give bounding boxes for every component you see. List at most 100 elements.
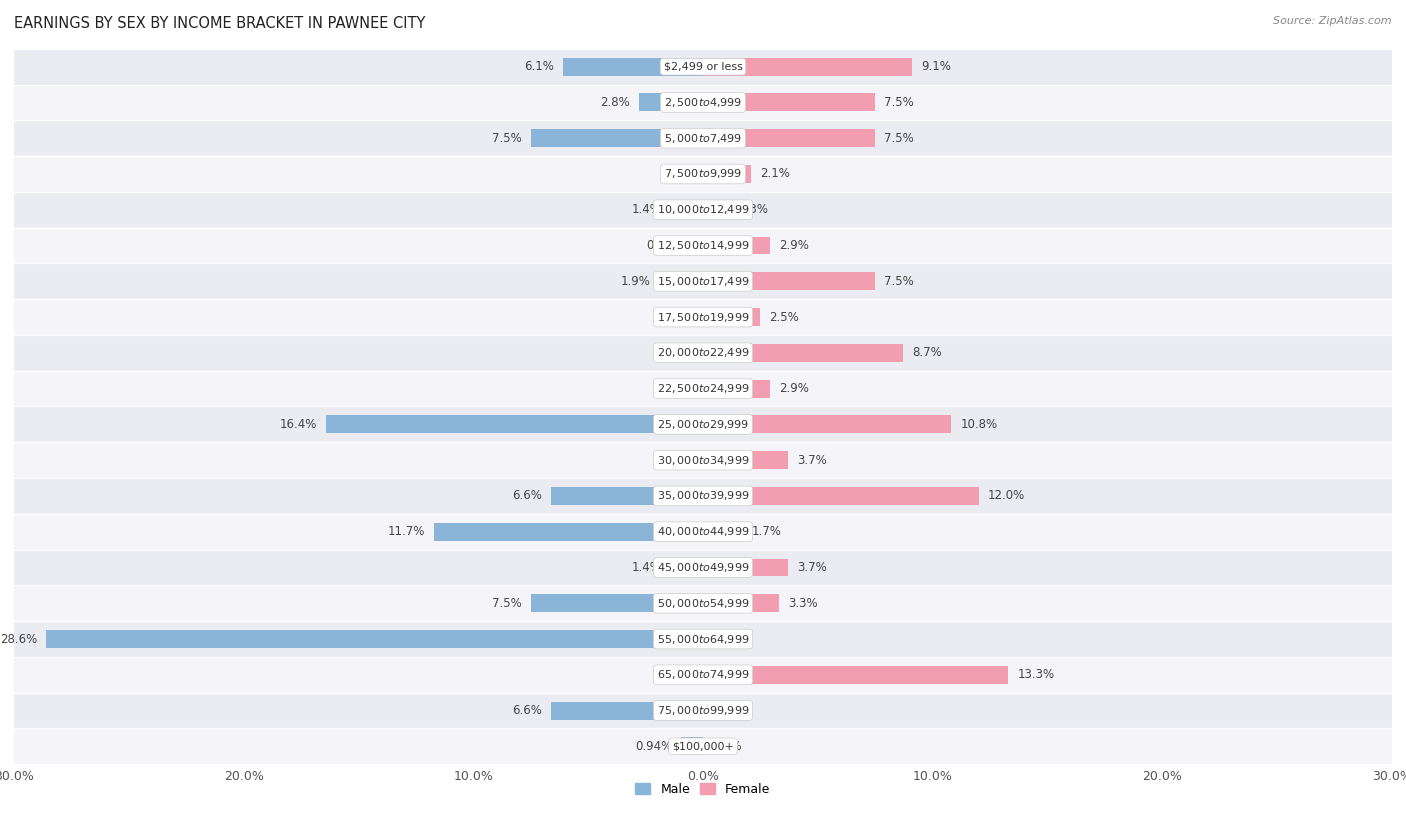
Bar [703, 487, 979, 505]
Text: 1.4%: 1.4% [631, 561, 662, 574]
Bar [14, 85, 1392, 120]
Text: 1.7%: 1.7% [751, 525, 782, 538]
Bar [703, 344, 903, 362]
Text: 13.3%: 13.3% [1018, 668, 1054, 681]
Bar [14, 156, 1392, 192]
Text: 7.5%: 7.5% [492, 597, 522, 610]
Bar [703, 666, 1008, 684]
Text: 3.7%: 3.7% [797, 454, 827, 467]
Bar [692, 237, 703, 254]
Text: 28.6%: 28.6% [0, 633, 37, 646]
Bar [638, 93, 703, 111]
Bar [703, 559, 787, 576]
Text: $25,000 to $29,999: $25,000 to $29,999 [657, 418, 749, 431]
Text: 16.4%: 16.4% [280, 418, 318, 431]
Text: $65,000 to $74,999: $65,000 to $74,999 [657, 668, 749, 681]
Text: 0.0%: 0.0% [664, 454, 693, 467]
Text: 7.5%: 7.5% [884, 275, 914, 288]
Bar [14, 514, 1392, 550]
Text: 6.1%: 6.1% [524, 60, 554, 73]
Bar [434, 523, 703, 541]
Text: 0.47%: 0.47% [645, 239, 683, 252]
Text: $22,500 to $24,999: $22,500 to $24,999 [657, 382, 749, 395]
Bar [14, 728, 1392, 764]
Bar [14, 49, 1392, 85]
Bar [703, 272, 875, 290]
Text: 12.0%: 12.0% [988, 489, 1025, 502]
Bar [14, 693, 1392, 728]
Bar [659, 272, 703, 290]
Bar [703, 165, 751, 183]
Bar [703, 594, 779, 612]
Text: 0.0%: 0.0% [664, 167, 693, 180]
Bar [703, 308, 761, 326]
Text: 3.7%: 3.7% [797, 561, 827, 574]
Text: $10,000 to $12,499: $10,000 to $12,499 [657, 203, 749, 216]
Text: $17,500 to $19,999: $17,500 to $19,999 [657, 311, 749, 324]
Text: 0.0%: 0.0% [713, 633, 742, 646]
Bar [14, 228, 1392, 263]
Text: 9.1%: 9.1% [921, 60, 950, 73]
Text: $50,000 to $54,999: $50,000 to $54,999 [657, 597, 749, 610]
Text: $20,000 to $22,499: $20,000 to $22,499 [657, 346, 749, 359]
Text: $7,500 to $9,999: $7,500 to $9,999 [664, 167, 742, 180]
Text: 0.0%: 0.0% [664, 346, 693, 359]
Bar [14, 550, 1392, 585]
Text: EARNINGS BY SEX BY INCOME BRACKET IN PAWNEE CITY: EARNINGS BY SEX BY INCOME BRACKET IN PAW… [14, 16, 426, 31]
Text: $100,000+: $100,000+ [672, 741, 734, 751]
Bar [703, 58, 912, 76]
Text: 3.3%: 3.3% [787, 597, 818, 610]
Bar [14, 299, 1392, 335]
Bar [14, 585, 1392, 621]
Text: 0.94%: 0.94% [636, 740, 672, 753]
Text: $30,000 to $34,999: $30,000 to $34,999 [657, 454, 749, 467]
Bar [703, 523, 742, 541]
Text: 8.7%: 8.7% [912, 346, 942, 359]
Legend: Male, Female: Male, Female [630, 778, 776, 801]
Text: $12,500 to $14,999: $12,500 to $14,999 [657, 239, 749, 252]
Bar [703, 415, 950, 433]
Text: Source: ZipAtlas.com: Source: ZipAtlas.com [1274, 16, 1392, 26]
Bar [14, 263, 1392, 299]
Text: $2,499 or less: $2,499 or less [664, 62, 742, 72]
Text: 0.83%: 0.83% [731, 203, 768, 216]
Bar [682, 737, 703, 755]
Text: $40,000 to $44,999: $40,000 to $44,999 [657, 525, 749, 538]
Bar [703, 451, 787, 469]
Text: 2.9%: 2.9% [779, 239, 808, 252]
Bar [703, 93, 875, 111]
Bar [14, 442, 1392, 478]
Text: 2.5%: 2.5% [769, 311, 800, 324]
Text: $2,500 to $4,999: $2,500 to $4,999 [664, 96, 742, 109]
Text: $55,000 to $64,999: $55,000 to $64,999 [657, 633, 749, 646]
Bar [46, 630, 703, 648]
Text: 1.4%: 1.4% [631, 203, 662, 216]
Bar [671, 559, 703, 576]
Bar [14, 120, 1392, 156]
Text: 1.9%: 1.9% [620, 275, 650, 288]
Text: 0.0%: 0.0% [713, 704, 742, 717]
Text: 2.1%: 2.1% [761, 167, 790, 180]
Bar [14, 621, 1392, 657]
Text: $35,000 to $39,999: $35,000 to $39,999 [657, 489, 749, 502]
Bar [14, 335, 1392, 371]
Text: 2.8%: 2.8% [600, 96, 630, 109]
Text: 10.8%: 10.8% [960, 418, 997, 431]
Bar [671, 201, 703, 219]
Bar [14, 406, 1392, 442]
Text: 0.0%: 0.0% [664, 668, 693, 681]
Bar [703, 380, 769, 398]
Text: $15,000 to $17,499: $15,000 to $17,499 [657, 275, 749, 288]
Bar [14, 478, 1392, 514]
Bar [14, 192, 1392, 228]
Text: $75,000 to $99,999: $75,000 to $99,999 [657, 704, 749, 717]
Text: $45,000 to $49,999: $45,000 to $49,999 [657, 561, 749, 574]
Text: 7.5%: 7.5% [884, 132, 914, 145]
Bar [531, 129, 703, 147]
Text: 7.5%: 7.5% [492, 132, 522, 145]
Text: 6.6%: 6.6% [512, 489, 543, 502]
Text: 7.5%: 7.5% [884, 96, 914, 109]
Bar [531, 594, 703, 612]
Text: 11.7%: 11.7% [388, 525, 425, 538]
Text: 0.0%: 0.0% [664, 382, 693, 395]
